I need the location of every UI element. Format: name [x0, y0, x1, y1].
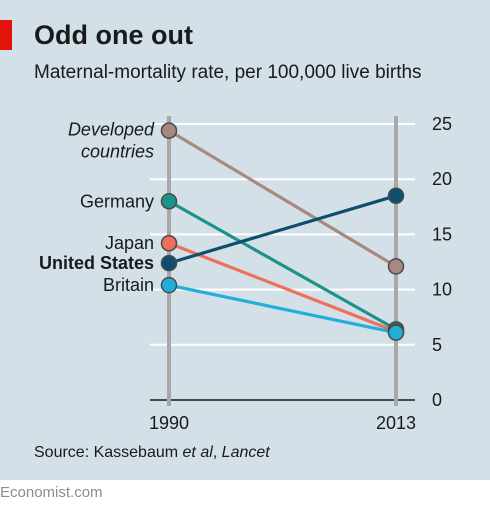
series-label-japan: Japan [105, 233, 154, 253]
series-label-united-states: United States [39, 253, 154, 273]
point-japan-1990 [160, 234, 178, 252]
source-etal: et al [182, 444, 213, 461]
y-tick-label-10: 10 [432, 280, 452, 300]
source-journal: Lancet [221, 444, 270, 461]
series-line-developed-countries [168, 129, 397, 268]
series-line-britain [168, 283, 397, 335]
series-line-japan [168, 241, 397, 334]
point-developed-countries-1990 [160, 122, 178, 139]
series-label-developed-countries: Developed [68, 120, 155, 140]
point-britain-2013 [387, 324, 405, 341]
y-tick-label-25: 25 [432, 114, 452, 134]
series-line-germany [168, 199, 397, 331]
series-label-germany: Germany [80, 191, 154, 211]
chart-title: Odd one out [34, 20, 193, 50]
point-united-states-1990 [160, 254, 178, 272]
x-tick-label-1990: 1990 [149, 413, 189, 433]
chart-subtitle: Maternal-mortality rate, per 100,000 liv… [34, 62, 422, 83]
y-tick-label-15: 15 [432, 224, 452, 244]
footer-brand: Economist.com [0, 484, 103, 501]
point-britain-1990 [160, 276, 178, 294]
grid-lines: 0 5 10 15 20 25 [150, 114, 452, 410]
series [160, 122, 405, 341]
point-developed-countries-2013 [387, 258, 405, 275]
point-united-states-2013 [387, 187, 405, 205]
series-label-britain: Britain [103, 275, 154, 295]
point-germany-1990 [160, 193, 178, 210]
series-label-developed-countries: countries [81, 142, 154, 162]
source-sep: , [212, 444, 222, 461]
source-note: Source: Kassebaum et al, Lancet [34, 444, 270, 462]
y-tick-label-0: 0 [432, 390, 442, 410]
axes: 1990 2013 [149, 116, 416, 433]
y-tick-label-20: 20 [432, 169, 452, 189]
brand-tag [0, 20, 12, 50]
y-tick-label-5: 5 [432, 335, 442, 355]
x-tick-label-2013: 2013 [376, 413, 416, 433]
series-line-united-states [168, 194, 397, 265]
source-prefix: Source: Kassebaum [34, 444, 183, 461]
